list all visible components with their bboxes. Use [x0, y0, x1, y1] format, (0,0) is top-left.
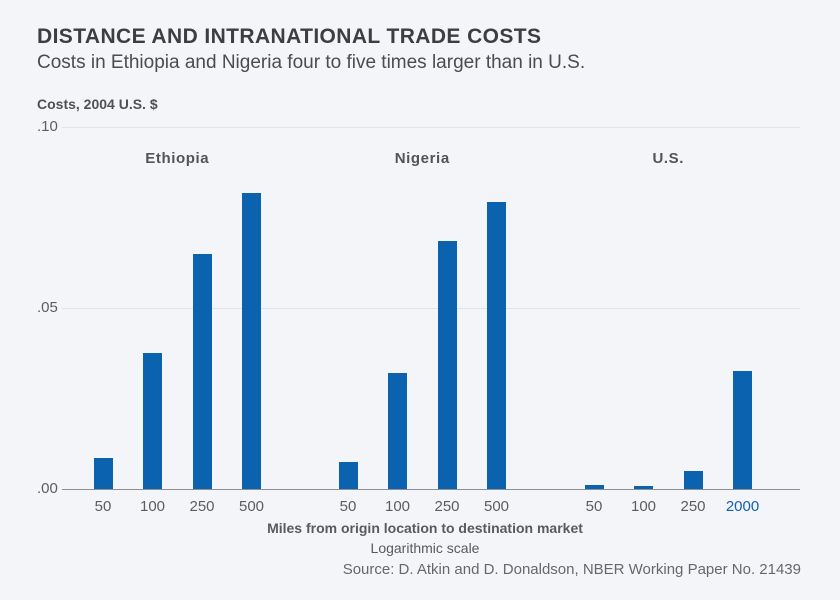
x-tick-label-highlighted-2000: 2000 [725, 498, 760, 515]
bar-us-2000 [733, 371, 752, 489]
plot-area: Ethiopia 50 100 250 500 Nigeria 50 100 250 500 U.S… [62, 127, 800, 515]
bar-ethiopia-50 [93, 458, 113, 489]
chart-subtitle: Costs in Ethiopia and Nigeria four to fi… [37, 52, 586, 73]
chart-title: DISTANCE AND INTRANATIONAL TRADE COSTS [37, 25, 542, 48]
x-axis-scale-note: Logarithmic scale [370, 540, 480, 556]
bar-ethiopia-500 [242, 193, 261, 489]
y-gridline [62, 127, 800, 128]
x-tick-label: 100 [139, 498, 166, 515]
bar-ethiopia-100 [143, 353, 162, 489]
x-tick-label: 500 [238, 498, 265, 515]
bar-nigeria-500 [487, 202, 506, 489]
bar-nigeria-250 [437, 241, 457, 489]
x-tick-label: 50 [585, 498, 603, 515]
bar-ethiopia-250 [192, 254, 212, 489]
x-tick-label: 250 [434, 498, 460, 515]
bar-us-100 [634, 486, 653, 489]
x-tick-label: 250 [189, 498, 215, 515]
group-label-nigeria: Nigeria [394, 150, 450, 167]
group-label-us: U.S. [652, 150, 685, 167]
x-tick-label: 100 [384, 498, 411, 515]
source-credit: Source: D. Atkin and D. Donaldson, NBER … [342, 561, 801, 578]
x-tick-label: 250 [680, 498, 706, 515]
x-tick-label: 50 [94, 498, 112, 515]
bar-nigeria-50 [338, 462, 358, 489]
y-tick-label: .05 [37, 299, 58, 316]
y-tick-label: .00 [37, 480, 58, 497]
x-tick-label: 50 [339, 498, 357, 515]
x-axis-label: Miles from origin location to destinatio… [267, 520, 583, 536]
x-tick-label: 500 [483, 498, 510, 515]
y-axis-unit-label: Costs, 2004 U.S. $ [37, 96, 158, 112]
x-tick-label: 100 [630, 498, 657, 515]
x-axis-line [62, 489, 800, 490]
bar-nigeria-100 [388, 373, 407, 489]
bar-us-50 [584, 485, 604, 489]
y-gridline [62, 308, 800, 309]
y-tick-label: .10 [37, 118, 58, 135]
bar-us-250 [683, 471, 703, 489]
group-label-ethiopia: Ethiopia [145, 150, 210, 167]
